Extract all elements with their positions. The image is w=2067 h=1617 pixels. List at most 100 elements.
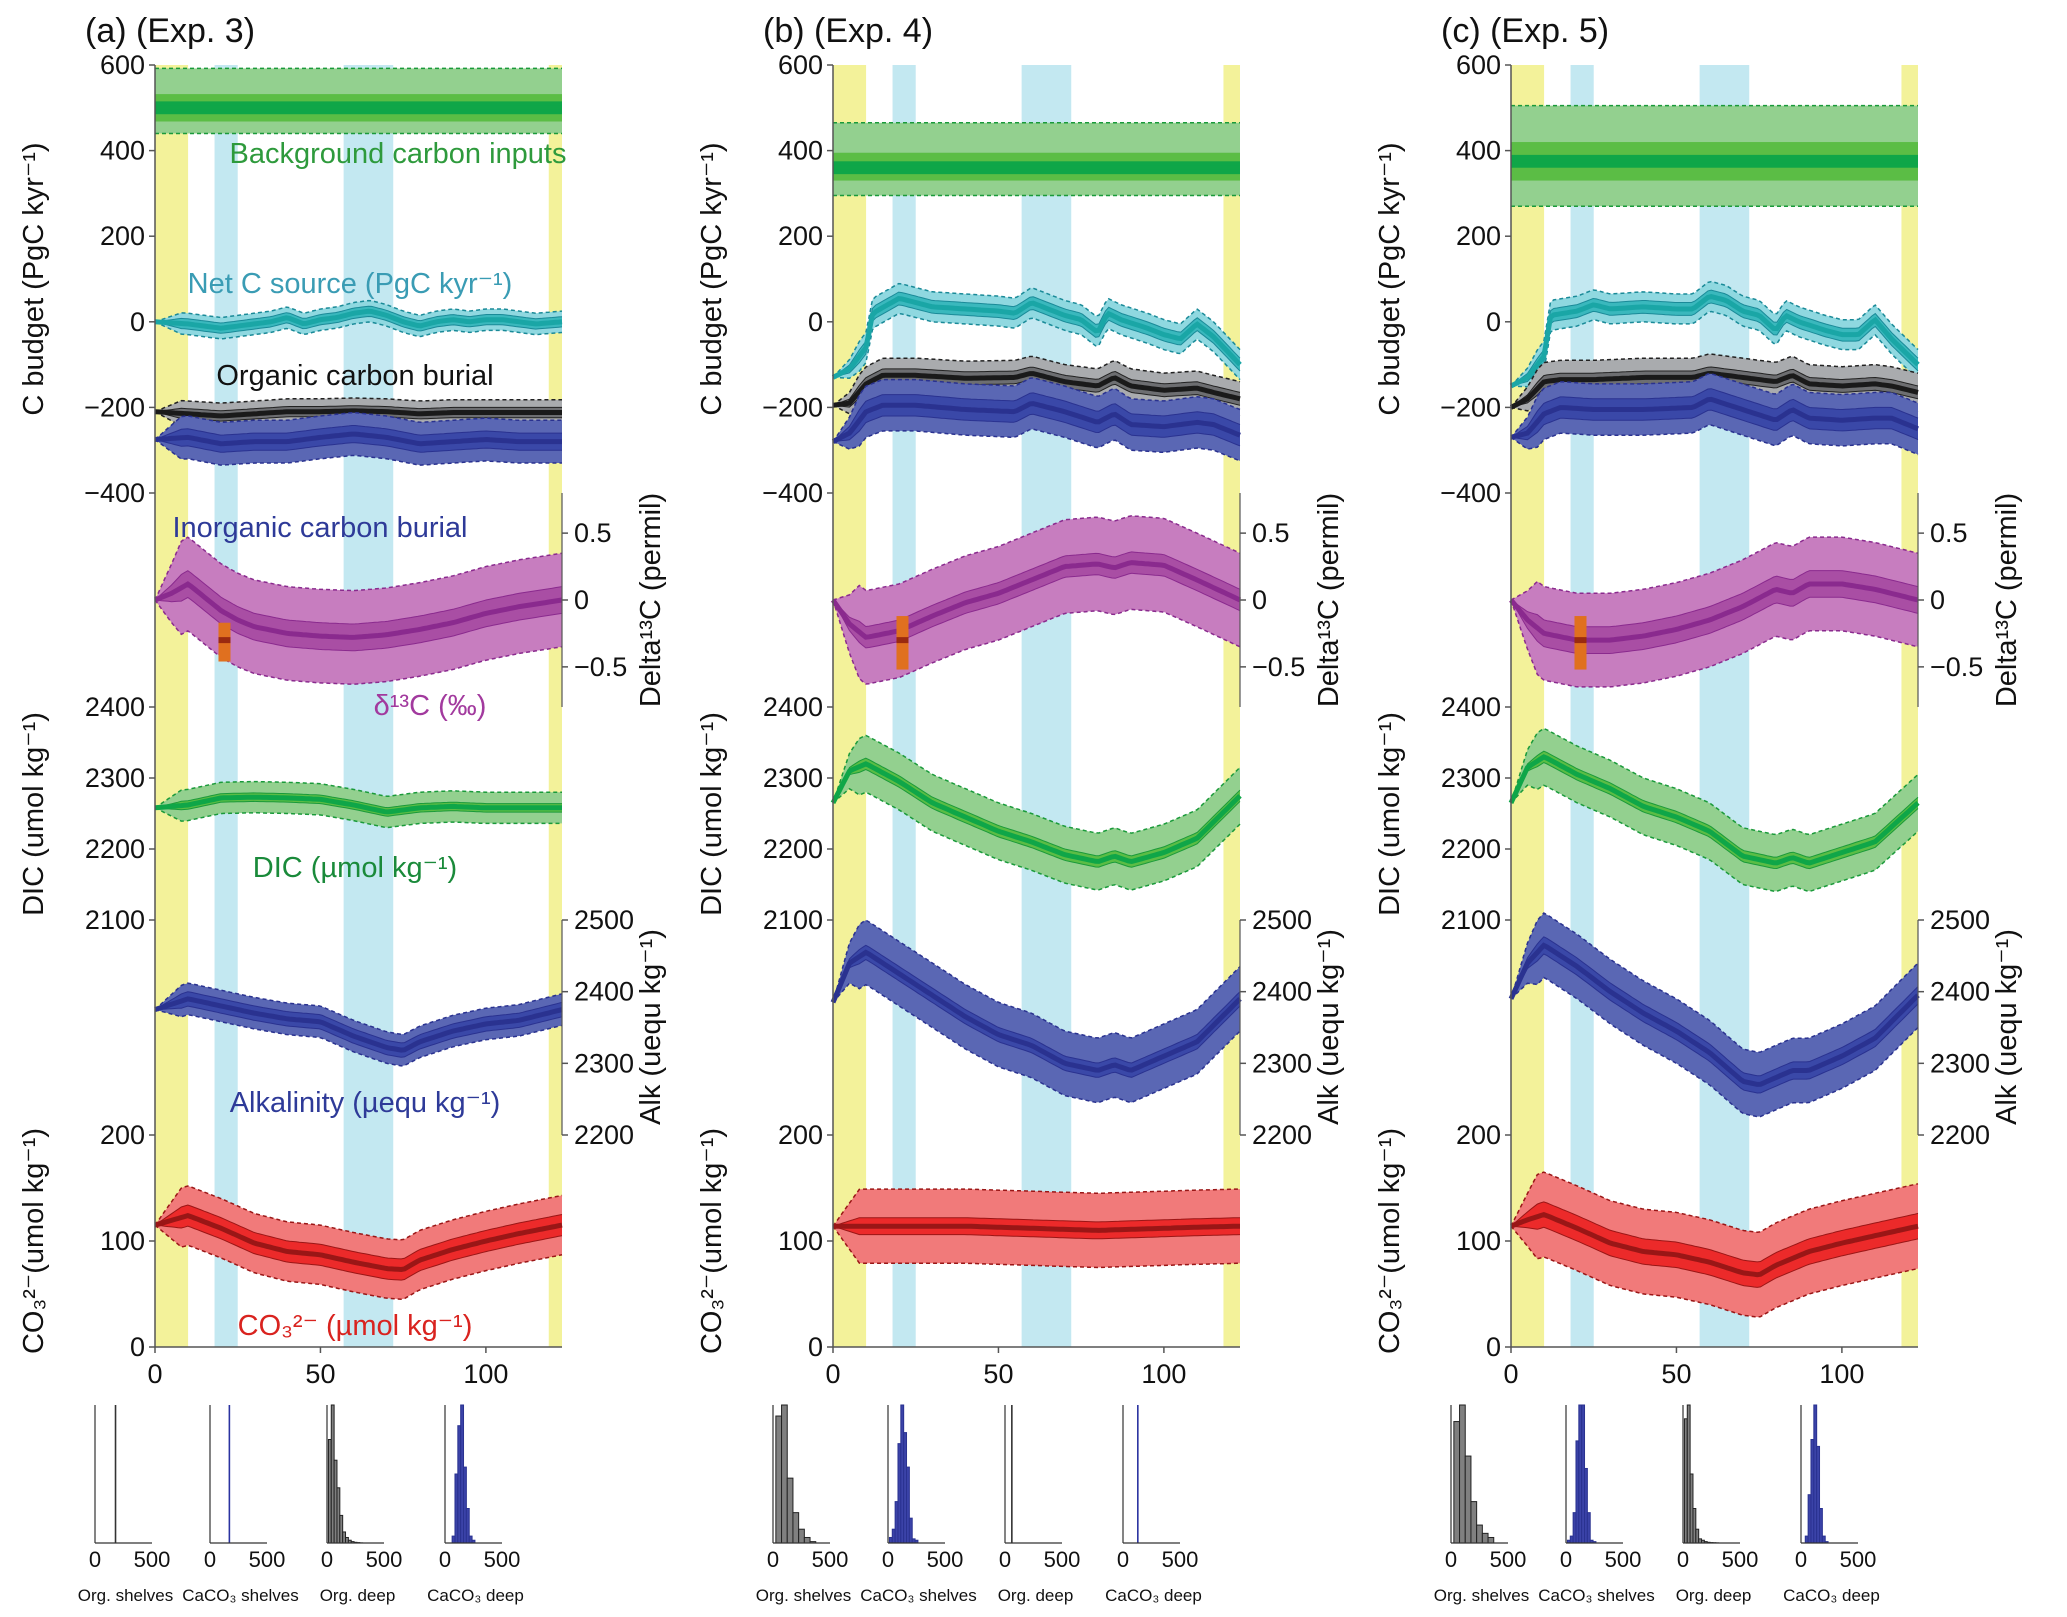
median-line xyxy=(831,401,1241,444)
y-tick-label-cbudget: 0 xyxy=(808,307,823,337)
series-net-c-source xyxy=(1509,280,1920,389)
histogram-tick-label: 500 xyxy=(134,1547,171,1572)
outer-bound xyxy=(832,734,1241,834)
histogram-tick-label: 500 xyxy=(1162,1547,1199,1572)
blue-band xyxy=(892,65,916,1347)
x-tick-label: 100 xyxy=(1819,1359,1864,1389)
yellow-band xyxy=(1901,65,1918,1347)
mid-bound xyxy=(1510,289,1919,387)
y-tick-label-delta13c: 0.5 xyxy=(1930,518,1968,548)
median-line xyxy=(830,949,1242,1073)
histogram-tick-label: 500 xyxy=(1605,1547,1642,1572)
mid-bound xyxy=(832,1217,1241,1227)
y-axis-label-delta13c: Delta¹³C (permil) xyxy=(635,493,667,707)
median-line xyxy=(832,371,1241,408)
annotation-d13c: δ¹³C (‰) xyxy=(374,690,487,722)
y-tick-label-cbudget: 0 xyxy=(1486,307,1501,337)
histogram-tick-label: 500 xyxy=(812,1547,849,1572)
histogram-bar xyxy=(775,1415,783,1544)
y-tick-label-alk: 2300 xyxy=(1252,1048,1312,1078)
outer-bound xyxy=(1510,599,1919,688)
y-tick-label-co3: 0 xyxy=(130,1332,145,1362)
histogram-tick-label: 0 xyxy=(999,1547,1011,1572)
y-tick-label-cbudget: 0 xyxy=(130,307,145,337)
outer-bound xyxy=(154,599,563,685)
series-co3 xyxy=(154,1185,563,1300)
y-tick-label-cbudget: 400 xyxy=(778,136,823,166)
panel-title: (b) (Exp. 4) xyxy=(763,12,933,50)
outer-bound xyxy=(832,377,1241,443)
mid-band xyxy=(155,306,562,334)
histogram-2: 0 500 Org. deep xyxy=(1676,1404,1759,1605)
histogram-tick-label: 0 xyxy=(321,1547,333,1572)
blue-band xyxy=(343,65,394,1347)
histogram-1: 0 500 CaCO₃ shelves xyxy=(860,1404,977,1605)
histogram-tick-label: 500 xyxy=(1722,1547,1759,1572)
y-tick-label-cbudget: 600 xyxy=(778,50,823,80)
mid-bound xyxy=(832,304,1241,378)
y-axis-label-alk: Alk (uequ kg⁻¹) xyxy=(635,929,667,1125)
median-line xyxy=(1510,396,1919,440)
histogram-bar xyxy=(1481,1532,1489,1544)
panel-title: (a) (Exp. 3) xyxy=(85,12,255,50)
outer-bound xyxy=(832,1188,1240,1227)
y-tick-label-co3: 100 xyxy=(778,1226,823,1256)
y-tick-label-co3: 0 xyxy=(808,1332,823,1362)
outer-bound xyxy=(1510,372,1919,438)
y-tick-label-alk: 2400 xyxy=(1252,977,1312,1007)
y-axis-label-dic: DIC (umol kg⁻¹) xyxy=(1374,712,1406,916)
median-line xyxy=(154,431,562,447)
annotation-organic-carbon-burial: Organic carbon burial xyxy=(216,360,493,392)
y-tick-label-cbudget: −400 xyxy=(84,478,145,508)
mid-bound xyxy=(1510,1225,1919,1288)
series-alkalinity xyxy=(830,919,1242,1104)
outer-bound xyxy=(832,428,1241,462)
histogram-label: Org. shelves xyxy=(1434,1586,1529,1605)
median-line xyxy=(154,996,563,1053)
histogram-0: 0 500 Org. shelves xyxy=(1434,1404,1529,1605)
histogram-1: 0 500 CaCO₃ shelves xyxy=(182,1405,299,1605)
y-axis-label-cbudget: C budget (PgC kyr⁻¹) xyxy=(696,142,728,415)
outer-band xyxy=(833,735,1240,890)
mid-bound xyxy=(832,291,1241,378)
d13c-observation-marker xyxy=(896,637,909,644)
median-line xyxy=(1509,294,1920,389)
histogram-tick-label: 0 xyxy=(767,1547,779,1572)
series-net-c-source xyxy=(831,282,1242,381)
outer-bound xyxy=(1510,1225,1919,1318)
histogram-label: CaCO₃ shelves xyxy=(1538,1586,1655,1605)
y-axis-label-delta13c: Delta¹³C (permil) xyxy=(1991,493,2023,707)
histogram-bar xyxy=(1464,1455,1472,1544)
histogram-3: 0 500 CaCO₃ deep xyxy=(1783,1404,1880,1605)
annotation-alkalinity: Alkalinity (µequ kg⁻¹) xyxy=(230,1087,501,1119)
median-line xyxy=(833,1223,1240,1233)
median-line xyxy=(154,408,562,419)
histogram-label: Org. deep xyxy=(998,1586,1074,1605)
series-background-carbon-inputs xyxy=(833,122,1240,197)
annotation-dic: DIC (µmol kg⁻¹) xyxy=(253,852,457,884)
annotation-co3: CO₃²⁻ (µmol kg⁻¹) xyxy=(238,1310,473,1342)
annotation-inorganic-carbon-burial: Inorganic carbon burial xyxy=(172,512,467,544)
mid-bound xyxy=(1510,936,1919,1077)
series-background-carbon-inputs xyxy=(1511,104,1918,207)
histogram-label: Org. deep xyxy=(1676,1586,1752,1605)
x-tick-label: 50 xyxy=(983,1359,1013,1389)
histogram-bar xyxy=(792,1512,800,1544)
series-background-carbon-inputs xyxy=(155,67,562,135)
histogram-2: 0 500 Org. deep xyxy=(320,1404,402,1605)
mid-bound xyxy=(832,392,1241,442)
mid-bound xyxy=(1510,388,1919,438)
d13c-observation-marker xyxy=(1574,637,1587,644)
outer-band xyxy=(155,983,562,1066)
series-alkalinity xyxy=(154,982,563,1067)
series-net-c-source xyxy=(154,299,563,340)
y-tick-label-cbudget: −400 xyxy=(1440,478,1501,508)
histogram-tick-label: 0 xyxy=(1677,1547,1689,1572)
y-axis-label-co3: CO₃²⁻(umol kg⁻¹) xyxy=(18,1128,50,1354)
y-tick-label-dic: 2200 xyxy=(763,834,823,864)
blue-band xyxy=(1570,65,1594,1347)
y-tick-label-dic: 2200 xyxy=(1441,834,1501,864)
y-tick-label-cbudget: 600 xyxy=(100,50,145,80)
y-tick-label-alk: 2200 xyxy=(1930,1120,1990,1150)
mid-bound xyxy=(1510,1201,1919,1263)
